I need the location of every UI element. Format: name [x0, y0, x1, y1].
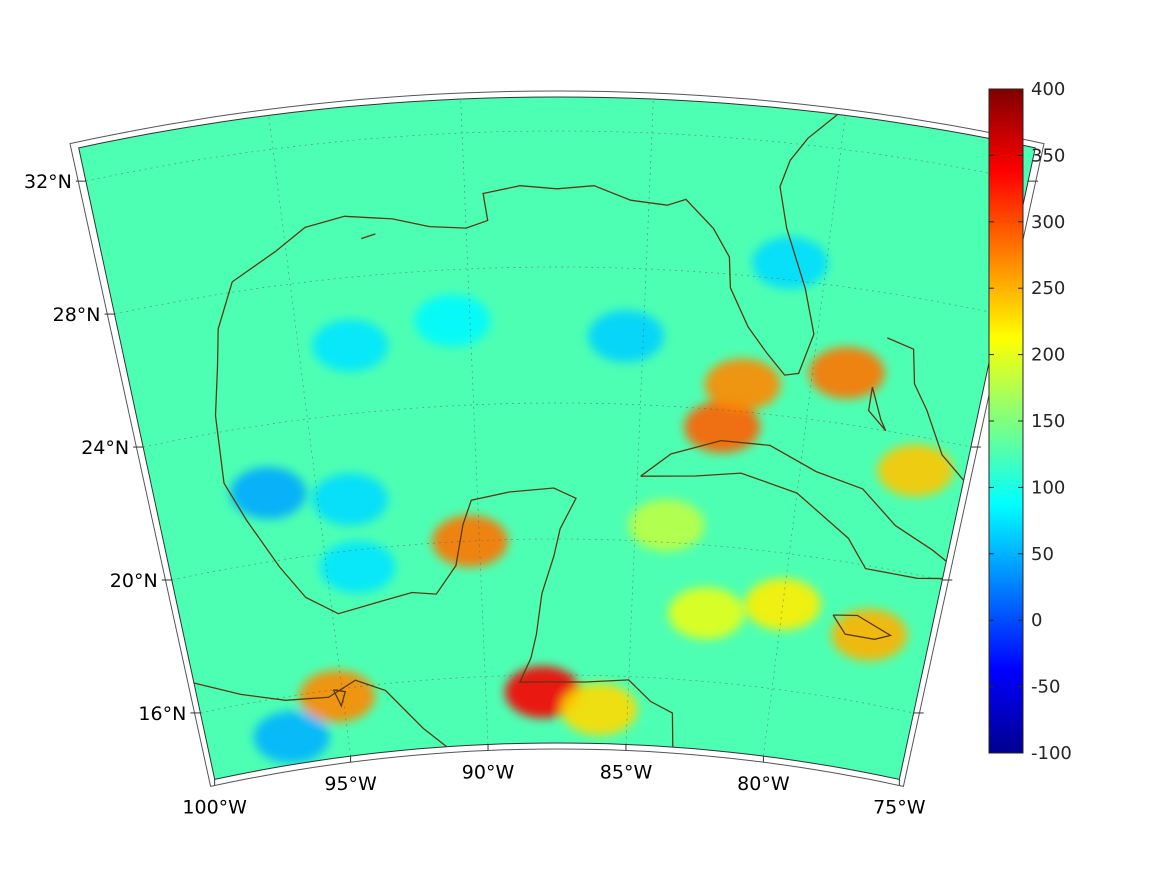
anomaly-honduras-high [504, 666, 581, 719]
colorbar-tick-label: 0 [1031, 610, 1042, 631]
coastline [332, 689, 347, 708]
anomaly-south-florida-pac [628, 499, 705, 552]
lon-tick-label: 100°W [182, 796, 247, 818]
anomaly-central-gulf-low [312, 319, 389, 372]
graticule [78, 98, 1036, 780]
map-frame-outer [69, 90, 1045, 787]
anomaly-florida-keys-high [684, 401, 761, 453]
colorbar-tick-label: 250 [1031, 278, 1065, 299]
map-area [78, 97, 1036, 780]
colorbar-tick-label: -100 [1031, 743, 1072, 764]
coastline [214, 366, 674, 748]
coastlines [193, 113, 970, 748]
colorbar: 400 350 300 250 200 150 100 50 0 -50 -100 [988, 79, 1072, 764]
anomaly-western-gulf-low-2 [311, 473, 388, 526]
parallel-line [85, 130, 1029, 182]
lat-tick-label: 28°N [53, 304, 101, 326]
lon-tick-label: 95°W [324, 773, 377, 795]
coastline [360, 233, 376, 240]
anomaly-east-cuba-high [877, 444, 954, 497]
anomaly-jamaica-high [831, 608, 908, 661]
latitude-labels: 16°N 20°N 24°N 28°N 32°N [24, 171, 186, 725]
anomaly-nicaragua-high [561, 683, 638, 736]
coastline [887, 337, 965, 481]
colorbar-tick-label: -50 [1031, 677, 1060, 698]
anomaly-eastern-gulf-low [588, 310, 664, 363]
colorbar-tick-label: 50 [1031, 544, 1054, 565]
lon-tick-label: 90°W [462, 762, 515, 784]
lat-tick-label: 24°N [81, 437, 129, 459]
field-anomalies [230, 236, 954, 764]
anomaly-sw-florida-high [704, 358, 781, 411]
colorbar-scale [988, 88, 1024, 754]
colorbar-tick-label: 300 [1031, 212, 1065, 233]
map-frame [78, 96, 1036, 780]
lon-tick-label: 85°W [600, 762, 653, 784]
coastline [867, 386, 887, 432]
coastline [216, 113, 839, 376]
anomaly-caribbean-high-2 [668, 587, 745, 640]
colorbar-tick-label: 100 [1031, 477, 1065, 498]
anomaly-bahamas-high [808, 346, 885, 399]
parallel-line [114, 266, 1000, 315]
colorbar-tick-label: 400 [1031, 79, 1065, 100]
parallel-line [143, 402, 971, 448]
anomaly-caribbean-high [744, 578, 821, 631]
lat-tick-label: 16°N [138, 703, 186, 725]
longitude-labels: 100°W 95°W 90°W 85°W 80°W 75°W [182, 762, 925, 819]
coastline [832, 614, 893, 640]
anomaly-campeche-low [319, 541, 396, 593]
anomaly-western-gulf-low [230, 467, 307, 520]
anomaly-pacific-low [253, 711, 330, 764]
coastline [193, 679, 448, 748]
anomaly-se-atlantic-low [752, 236, 829, 289]
colorbar-ticks: 400 350 300 250 200 150 100 50 0 -50 -100 [989, 79, 1072, 764]
colorbar-tick-label: 350 [1031, 145, 1065, 166]
anomaly-central-gulf-low-2 [414, 294, 491, 347]
lat-tick-label: 20°N [110, 570, 158, 592]
lat-tick-label: 32°N [24, 171, 72, 193]
lon-tick-label: 75°W [873, 796, 926, 818]
colorbar-tick-label: 200 [1031, 345, 1065, 366]
colorbar-tick-label: 150 [1031, 411, 1065, 432]
lon-tick-label: 80°W [737, 773, 790, 795]
